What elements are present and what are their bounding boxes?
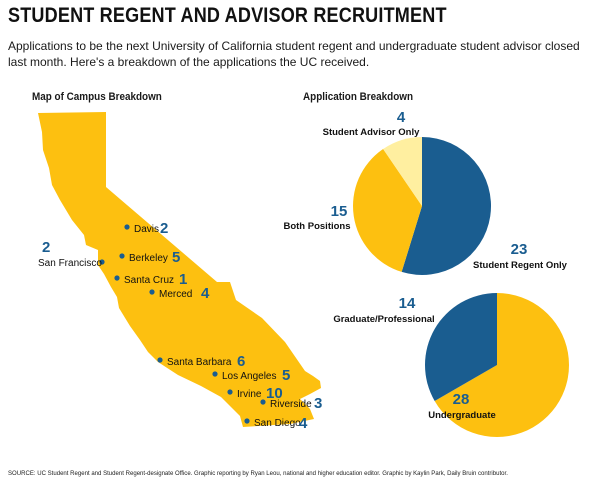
map-value-riverside: 3 <box>314 395 322 412</box>
pie1-slice-student-regent-only <box>401 137 492 275</box>
map-dot-davis <box>124 224 130 230</box>
map-value-irvine: 10 <box>266 385 283 402</box>
page-subtitle: Applications to be the next University o… <box>8 39 580 69</box>
map-dot-los-angeles <box>212 371 218 377</box>
map-value-davis: 2 <box>160 220 168 237</box>
map-value-santa-cruz: 1 <box>179 271 187 288</box>
map-value-san-diego: 4 <box>299 415 308 432</box>
pie2-slice-graduate-professional <box>425 293 497 401</box>
pie2-undergrad-label: Undergraduate <box>428 410 496 421</box>
pie1-advisor-label: Student Advisor Only <box>323 127 420 138</box>
map-dot-irvine <box>227 389 233 395</box>
map-dot-santa-barbara <box>157 357 163 363</box>
map-label-santa-cruz: Santa Cruz <box>124 275 174 286</box>
pie1-regent-label: Student Regent Only <box>473 260 568 271</box>
pie1-slice-student-advisor-only <box>383 137 422 206</box>
map-label-davis: Davis <box>134 224 159 235</box>
map-label-san-diego: San Diego <box>254 418 301 429</box>
source-note: SOURCE: UC Student Regent and Student Re… <box>8 470 508 477</box>
pie1-both-value: 15 <box>331 203 348 220</box>
page-title: STUDENT REGENT AND ADVISOR RECRUITMENT <box>8 4 447 27</box>
map-title: Map of Campus Breakdown <box>32 91 162 103</box>
pie1-advisor-value: 4 <box>397 109 406 126</box>
map-label-riverside: Riverside <box>270 399 312 410</box>
pie2-grad-value: 14 <box>399 295 416 312</box>
pie2-grad-label: Graduate/Professional <box>333 314 434 325</box>
map-dot-santa-cruz <box>114 275 120 281</box>
california-map-shape <box>38 112 321 427</box>
map-value-santa-barbara: 6 <box>237 353 245 370</box>
map-label-merced: Merced <box>159 289 192 300</box>
map-label-los-angeles: Los Angeles <box>222 371 277 382</box>
map-value-berkeley: 5 <box>172 249 180 266</box>
map-dot-berkeley <box>119 253 125 259</box>
pie2-undergrad-value: 28 <box>453 391 470 408</box>
pie1-regent-value: 23 <box>511 241 528 258</box>
map-label-berkeley: Berkeley <box>129 253 168 264</box>
map-dot-san-francisco <box>99 259 105 265</box>
pie1-slice-both-positions <box>353 148 422 272</box>
map-dot-merced <box>149 289 155 295</box>
map-value-los-angeles: 5 <box>282 367 290 384</box>
pie2-slice-undergraduate <box>434 293 570 438</box>
map-value-merced: 4 <box>201 285 210 302</box>
pie-title: Application Breakdown <box>303 91 414 103</box>
pie1-both-label: Both Positions <box>283 221 350 232</box>
map-label-irvine: Irvine <box>237 389 262 400</box>
map-dot-riverside <box>260 399 266 405</box>
map-value-san-francisco: 2 <box>42 239 50 256</box>
map-label-san-francisco: San Francisco <box>38 258 102 269</box>
map-label-santa-barbara: Santa Barbara <box>167 357 232 368</box>
map-dot-san-diego <box>244 418 250 424</box>
